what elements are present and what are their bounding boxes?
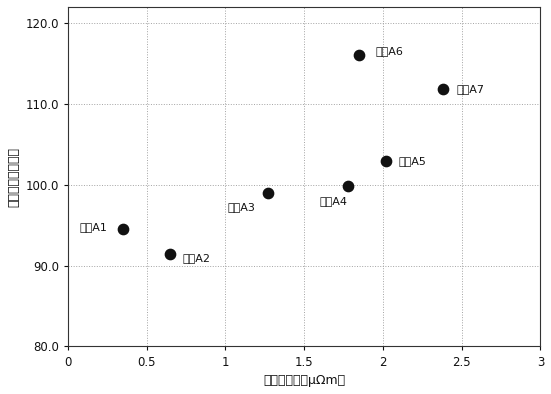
Point <box>118 226 127 232</box>
Text: 材料A7: 材料A7 <box>457 84 485 95</box>
X-axis label: 電気抵抗率（μΩm）: 電気抵抗率（μΩm） <box>263 374 345 387</box>
Point <box>355 52 364 59</box>
Point <box>439 86 447 93</box>
Text: 材料A6: 材料A6 <box>375 46 403 56</box>
Y-axis label: 電極消耗率（％）: 電極消耗率（％） <box>7 147 20 207</box>
Point <box>382 157 391 164</box>
Text: 材料A3: 材料A3 <box>227 203 255 212</box>
Point <box>166 250 175 256</box>
Text: 材料A4: 材料A4 <box>320 196 348 206</box>
Text: 材料A5: 材料A5 <box>399 156 426 165</box>
Point <box>263 190 272 196</box>
Point <box>344 183 353 190</box>
Text: 材料A1: 材料A1 <box>79 222 107 232</box>
Text: 材料A2: 材料A2 <box>183 253 211 262</box>
